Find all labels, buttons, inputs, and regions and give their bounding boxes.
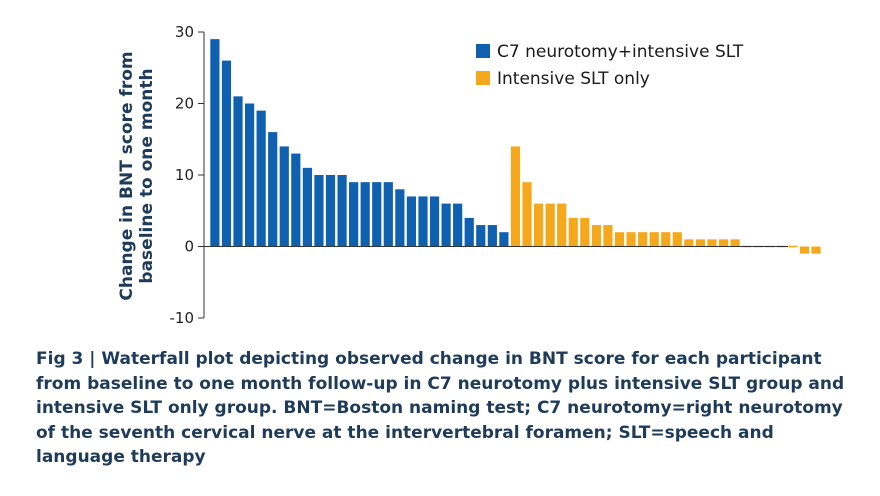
bar-series-1 <box>279 146 289 247</box>
legend-label-2: Intensive SLT only <box>497 69 650 89</box>
y-tick-label: 0 <box>184 238 194 256</box>
bar-series-2 <box>638 232 648 247</box>
bar-series-2 <box>718 239 729 247</box>
bar-series-1 <box>487 225 497 247</box>
bar-series-2 <box>603 225 613 247</box>
bar-series-1 <box>441 203 451 247</box>
bar-series-1 <box>337 175 347 247</box>
bar-series-1 <box>349 182 359 247</box>
figure-caption: Fig 3 | Waterfall plot depicting observe… <box>36 349 845 467</box>
y-axis: 30 20 10 0 -10 <box>170 23 205 327</box>
waterfall-chart: 30 20 10 0 -10 C7 neurotomy+intensive SLT Int… <box>117 23 821 327</box>
bar-series-2 <box>695 239 706 247</box>
bar-series-1 <box>268 132 278 247</box>
bar-series-2 <box>533 203 544 247</box>
bar-series-1 <box>372 182 382 247</box>
bar-series-1 <box>499 232 509 247</box>
bar-series-1 <box>429 196 440 247</box>
bar-series-1 <box>302 167 312 247</box>
bar-series-2 <box>707 239 717 247</box>
bar-series-1 <box>464 217 474 247</box>
bar-series-2 <box>799 246 810 254</box>
bar-series-1 <box>325 175 336 247</box>
bar-series-1 <box>395 189 405 247</box>
bar-series-2 <box>684 239 694 247</box>
y-tick-label: -10 <box>170 309 195 327</box>
bar-series-1 <box>453 203 463 247</box>
bar-series-2 <box>580 217 590 247</box>
bar-series-1 <box>406 196 417 247</box>
bar-series-2 <box>626 232 636 247</box>
legend-swatch-1 <box>476 44 490 58</box>
bar-series-2 <box>591 225 601 247</box>
bar-series-2 <box>811 246 821 254</box>
bar-series-2 <box>557 203 567 247</box>
bar-series-1 <box>221 60 232 247</box>
bar-series-1 <box>418 196 428 247</box>
bars <box>210 39 821 254</box>
legend-label-1: C7 neurotomy+intensive SLT <box>497 42 744 62</box>
legend-swatch-2 <box>476 71 490 85</box>
y-tick-label: 30 <box>175 23 194 41</box>
y-axis-label-line1: Change in BNT score from <box>117 51 137 300</box>
bar-series-2 <box>545 203 555 247</box>
bar-series-1 <box>256 110 266 247</box>
bar-series-1 <box>360 182 370 247</box>
bar-series-2 <box>788 245 798 248</box>
y-axis-label-line2: baseline to one month <box>137 68 157 283</box>
y-tick-label: 10 <box>175 166 194 184</box>
legend: C7 neurotomy+intensive SLT Intensive SLT … <box>476 42 744 89</box>
bar-series-2 <box>661 232 671 247</box>
bar-series-1 <box>233 96 243 247</box>
bar-series-2 <box>614 232 625 247</box>
bar-series-2 <box>672 232 682 247</box>
y-tick-label: 20 <box>175 95 194 113</box>
bar-series-2 <box>730 239 740 247</box>
bar-series-1 <box>244 103 255 247</box>
bar-series-1 <box>314 175 324 247</box>
bar-series-1 <box>476 225 486 247</box>
bar-series-2 <box>522 182 532 247</box>
bar-series-2 <box>510 146 521 247</box>
bar-series-2 <box>568 217 578 247</box>
bar-series-1 <box>291 153 301 247</box>
bar-series-1 <box>210 39 220 247</box>
bar-series-2 <box>649 232 659 247</box>
bar-series-1 <box>383 182 393 247</box>
